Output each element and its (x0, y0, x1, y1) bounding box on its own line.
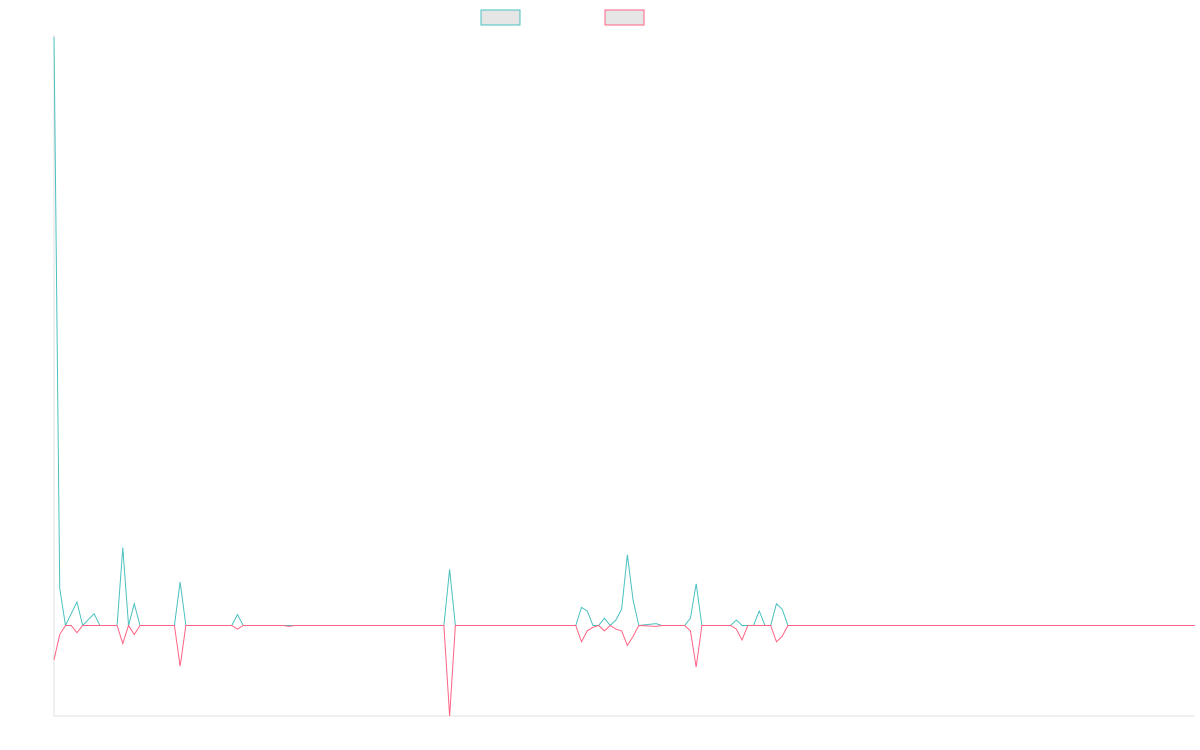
series-layer (53, 36, 1195, 717)
chart-axes (53, 35, 1195, 717)
legend (480, 9, 645, 26)
legend-swatch-2[interactable] (604, 9, 645, 26)
series-line-1 (53, 36, 1195, 628)
legend-swatch-1[interactable] (480, 9, 521, 26)
series-line-2 (53, 624, 1195, 717)
